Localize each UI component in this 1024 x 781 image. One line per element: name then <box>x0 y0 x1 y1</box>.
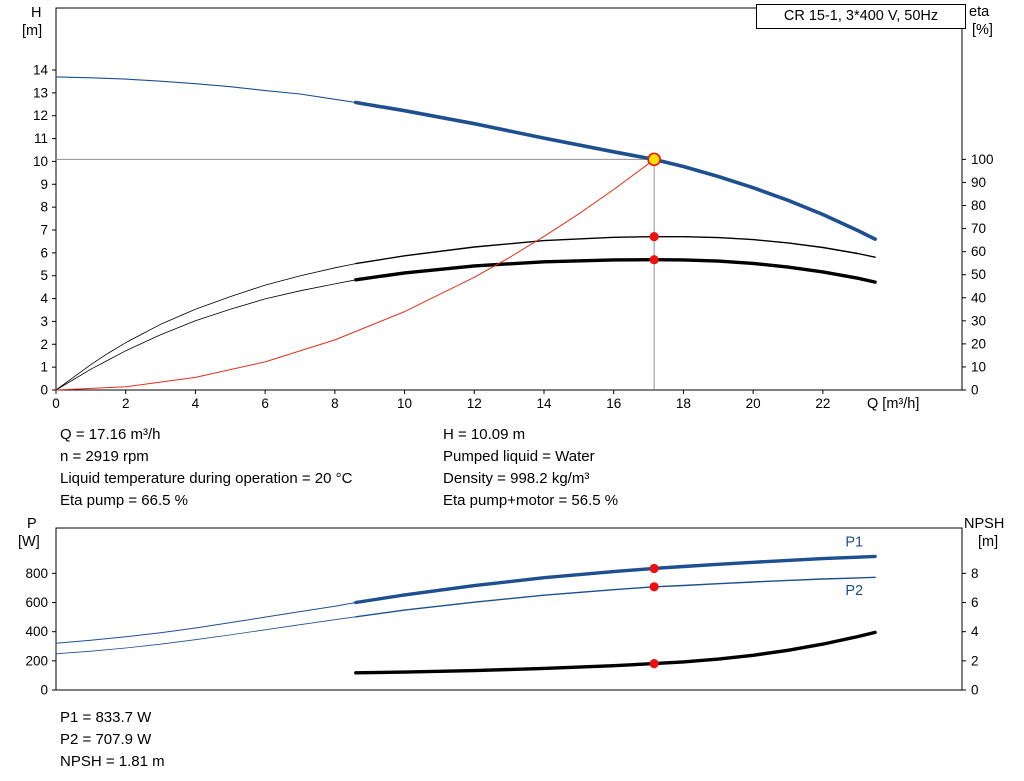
curve-value-dot <box>649 255 659 265</box>
y-right-tick-label: 4 <box>971 624 979 639</box>
head-curve-thin <box>55 76 357 104</box>
eta-axis-unit: [%] <box>972 22 993 38</box>
p2-curve-thin <box>55 616 357 655</box>
duty-point-marker[interactable] <box>647 152 661 167</box>
x-tick-label: 18 <box>676 396 691 411</box>
curve-value-dot <box>649 232 659 242</box>
y-left-tick-label: 0 <box>40 383 48 398</box>
y-left-tick-label: 10 <box>33 154 48 169</box>
y-left-tick-label: 4 <box>40 291 48 306</box>
eta-pump-curve-main <box>355 235 876 265</box>
annotation-line: Liquid temperature during operation = 20… <box>60 470 353 487</box>
curve-value-dot <box>649 563 659 574</box>
y-right-tick-label: 30 <box>971 313 986 328</box>
y-left-tick-label: 5 <box>40 268 48 283</box>
x-tick-label: 10 <box>397 396 412 411</box>
annotation-line: P1 = 833.7 W <box>60 709 152 726</box>
annotation-line: Density = 998.2 kg/m³ <box>443 470 590 487</box>
annotation-line: n = 2919 rpm <box>60 448 149 465</box>
p1-curve-main <box>354 554 877 605</box>
p1-curve-thin <box>55 602 357 644</box>
plot-border <box>55 7 963 391</box>
annotation-line: Q = 17.16 m³/h <box>60 426 161 443</box>
y-right-tick-label: 8 <box>971 566 979 581</box>
y-right-tick-label: 60 <box>971 244 986 259</box>
y-left-tick-label: 200 <box>25 653 48 668</box>
power-npsh-info: P1 = 833.7 W P2 = 707.9 W NPSH = 1.81 m <box>60 707 165 773</box>
y-right-tick-label: 90 <box>971 175 986 190</box>
x-tick-label: 6 <box>261 396 269 411</box>
y-left-tick-label: 600 <box>25 595 48 610</box>
annotation-line: Eta pump+motor = 56.5 % <box>443 492 619 509</box>
y-left-tick-label: 6 <box>40 245 48 260</box>
q-axis-label: Q [m³/h] <box>867 396 920 412</box>
p-axis-label: P <box>27 516 37 532</box>
y-right-tick-label: 40 <box>971 290 986 305</box>
x-tick-label: 22 <box>815 396 830 411</box>
operating-point-info-left: Q = 17.16 m³/h n = 2919 rpm Liquid tempe… <box>60 424 352 512</box>
y-left-tick-label: 1 <box>40 360 48 375</box>
annotation-line: NPSH = 1.81 m <box>60 753 165 770</box>
y-right-tick-label: 100 <box>971 152 994 167</box>
y-right-tick-label: 0 <box>971 383 979 398</box>
plot-border <box>55 527 963 691</box>
y-left-tick-label: 400 <box>25 624 48 639</box>
y-right-tick-label: 2 <box>971 653 979 668</box>
h-axis-label: H <box>31 5 42 21</box>
h-axis-unit: [m] <box>22 23 43 39</box>
p2-curve-main <box>355 576 876 618</box>
eta-pump-motor-curve-main <box>354 258 877 284</box>
eta-axis-label: eta <box>969 4 990 20</box>
curve-value-dot <box>649 582 659 592</box>
y-left-tick-label: 12 <box>33 108 48 123</box>
power-npsh-chart: 0 200 400 600 800 0 2 4 6 8 P1 P2 <box>25 527 979 698</box>
npsh-axis-label: NPSH <box>964 516 1005 532</box>
y-left-tick-label: 2 <box>40 337 48 352</box>
annotation-line: Pumped liquid = Water <box>443 448 595 465</box>
eta-pump-curve-thin <box>55 263 357 391</box>
y-left-tick-label: 14 <box>33 63 49 78</box>
p-axis-unit: [W] <box>18 534 40 550</box>
x-tick-label: 4 <box>192 396 200 411</box>
y-left-tick-label: 11 <box>34 131 48 146</box>
y-right-tick-label: 50 <box>971 267 986 282</box>
y-left-tick-label: 7 <box>40 223 48 238</box>
annotation-line: H = 10.09 m <box>443 426 526 443</box>
eta-pump-motor-curve-thin <box>55 279 357 391</box>
curve-label-p1: P1 <box>845 534 863 550</box>
pump-model-label: CR 15-1, 3*400 V, 50Hz <box>756 4 966 29</box>
annotation-line: Eta pump = 66.5 % <box>60 492 188 509</box>
npsh-axis-unit: [m] <box>978 534 999 550</box>
annotation-line: P2 = 707.9 W <box>60 731 152 748</box>
x-tick-label: 20 <box>746 396 761 411</box>
x-tick-label: 8 <box>331 396 339 411</box>
y-left-tick-label: 8 <box>40 200 48 215</box>
y-right-tick-label: 6 <box>971 595 979 610</box>
curve-label-p2: P2 <box>845 583 863 599</box>
x-tick-label: 12 <box>467 396 482 411</box>
hq-eta-chart: 0123456789101112131401020304050607080901… <box>33 7 994 411</box>
x-tick-label: 14 <box>536 396 552 411</box>
head-curve-main <box>353 100 877 241</box>
y-left-tick-label: 3 <box>40 314 48 329</box>
y-left-tick-label: 0 <box>40 683 48 698</box>
operating-point-info-right: H = 10.09 m Pumped liquid = Water Densit… <box>443 424 618 512</box>
npsh-curve-main <box>354 630 877 675</box>
curve-value-dot <box>649 659 659 669</box>
y-right-tick-label: 20 <box>971 336 986 351</box>
y-right-tick-label: 10 <box>971 359 986 374</box>
y-left-tick-label: 800 <box>25 566 48 581</box>
y-right-tick-label: 70 <box>971 221 986 236</box>
y-left-tick-label: 9 <box>40 177 48 192</box>
y-left-tick-label: 13 <box>33 85 48 100</box>
x-tick-label: 16 <box>606 396 621 411</box>
y-right-tick-label: 80 <box>971 198 986 213</box>
x-tick-label: 2 <box>122 396 130 411</box>
system-curve <box>55 158 655 391</box>
x-tick-label: 0 <box>52 396 60 411</box>
y-right-tick-label: 0 <box>971 683 979 698</box>
